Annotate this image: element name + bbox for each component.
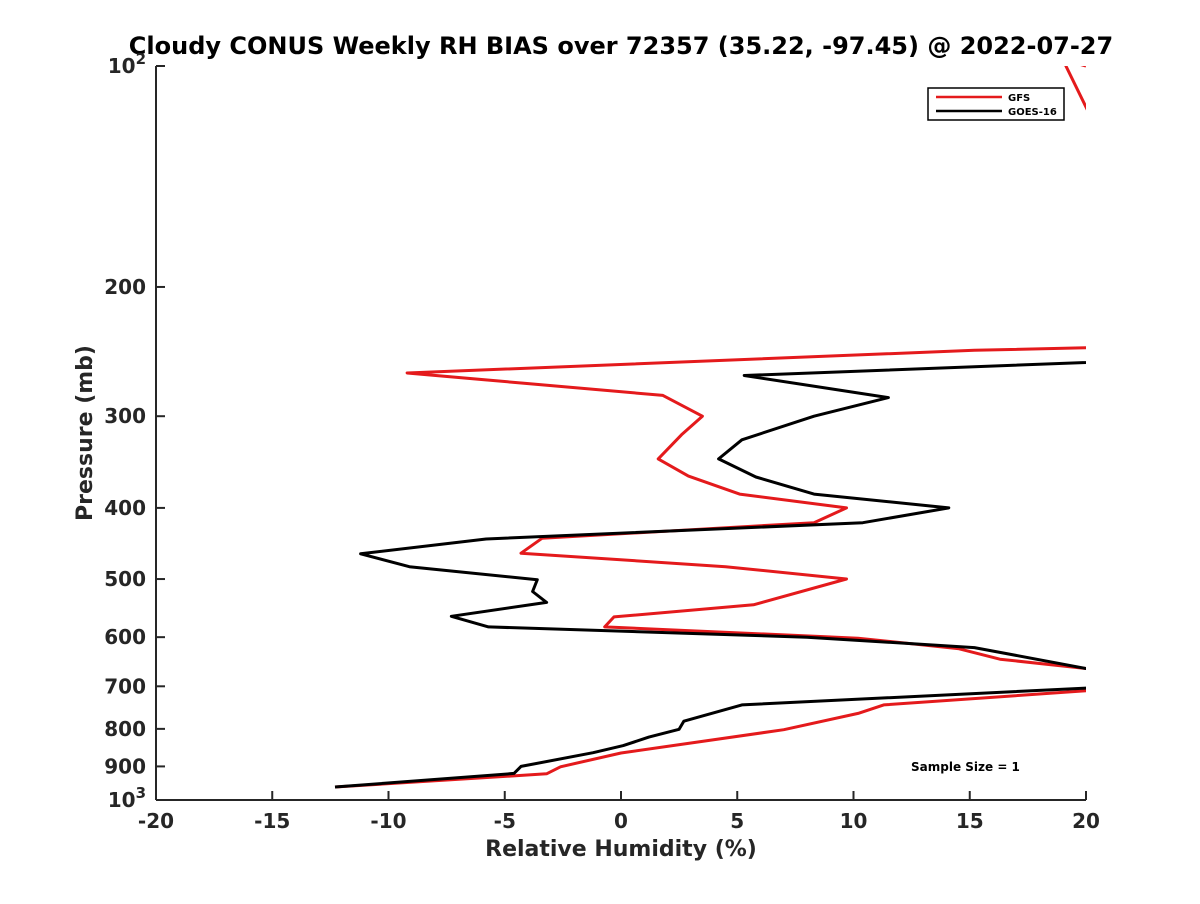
x-tick-label: 20 <box>1072 809 1100 833</box>
chart-title: Cloudy CONUS Weekly RH BIAS over 72357 (… <box>129 32 1113 60</box>
sample-size-annotation: Sample Size = 1 <box>911 760 1020 774</box>
series-line-goes-16 <box>334 361 1086 789</box>
x-axis-label: Relative Humidity (%) <box>485 837 757 862</box>
x-tick-label: -20 <box>138 809 174 833</box>
legend-goes-label: GOES-16 <box>1008 107 1057 118</box>
legend: GFS GOES-16 <box>927 87 1065 121</box>
x-tick-label: 0 <box>614 809 628 833</box>
axes: -20 -15 -10 -5 0 5 10 15 20 102 200 300 400 500 600 700… <box>104 50 1100 833</box>
x-tick-label: -15 <box>254 809 290 833</box>
legend-gfs-label: GFS <box>1008 93 1030 104</box>
x-tick-label: 5 <box>730 809 744 833</box>
y-tick-label: 600 <box>104 625 146 649</box>
y-tick-label: 103 <box>108 784 146 812</box>
y-tick-label: 102 <box>108 50 146 78</box>
x-tick-label: -10 <box>370 809 406 833</box>
y-tick-label: 900 <box>104 754 146 778</box>
y-tick-label: 800 <box>104 717 146 741</box>
y-tick-label: 700 <box>104 674 146 698</box>
y-tick-label: 500 <box>104 567 146 591</box>
y-tick-label: 400 <box>104 496 146 520</box>
x-tick-label: 10 <box>840 809 868 833</box>
y-axis-label: Pressure (mb) <box>73 345 98 521</box>
y-tick-label: 300 <box>104 404 146 428</box>
y-tick-label: 200 <box>104 275 146 299</box>
x-tick-label: -5 <box>494 809 516 833</box>
legend-box <box>927 87 1065 121</box>
series-line-gfs <box>334 66 1086 789</box>
x-tick-label: 15 <box>956 809 984 833</box>
series-layer <box>334 66 1086 789</box>
